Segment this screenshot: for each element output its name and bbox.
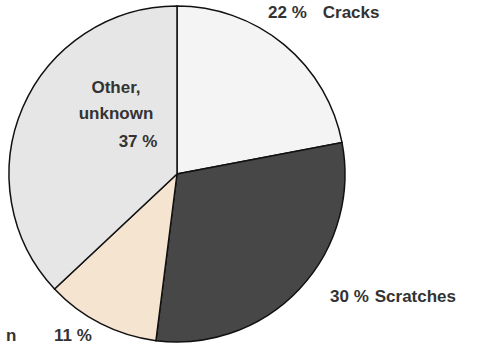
slice-label: n (6, 326, 16, 345)
slice-label-line: Other, (91, 78, 140, 97)
pie-slice (156, 143, 345, 342)
pie (9, 6, 345, 342)
value-label: 11 % (54, 326, 92, 345)
pie-slice (9, 6, 177, 289)
slice-label-line: unknown (79, 104, 154, 123)
value-label: 22 % (268, 3, 307, 22)
value-label: 30 % (330, 287, 369, 306)
slice-label: Other, unknown (79, 78, 154, 123)
chart: 22 % Cracks 30 % Scratches n 11 % Other, unknow… (0, 0, 500, 351)
slice-label: Scratches (375, 287, 456, 306)
labels: 22 % Cracks 30 % Scratches n 11 % Other, unknow… (6, 3, 456, 345)
value-label: 37 % (119, 132, 158, 151)
slice-label: Cracks (323, 3, 380, 22)
